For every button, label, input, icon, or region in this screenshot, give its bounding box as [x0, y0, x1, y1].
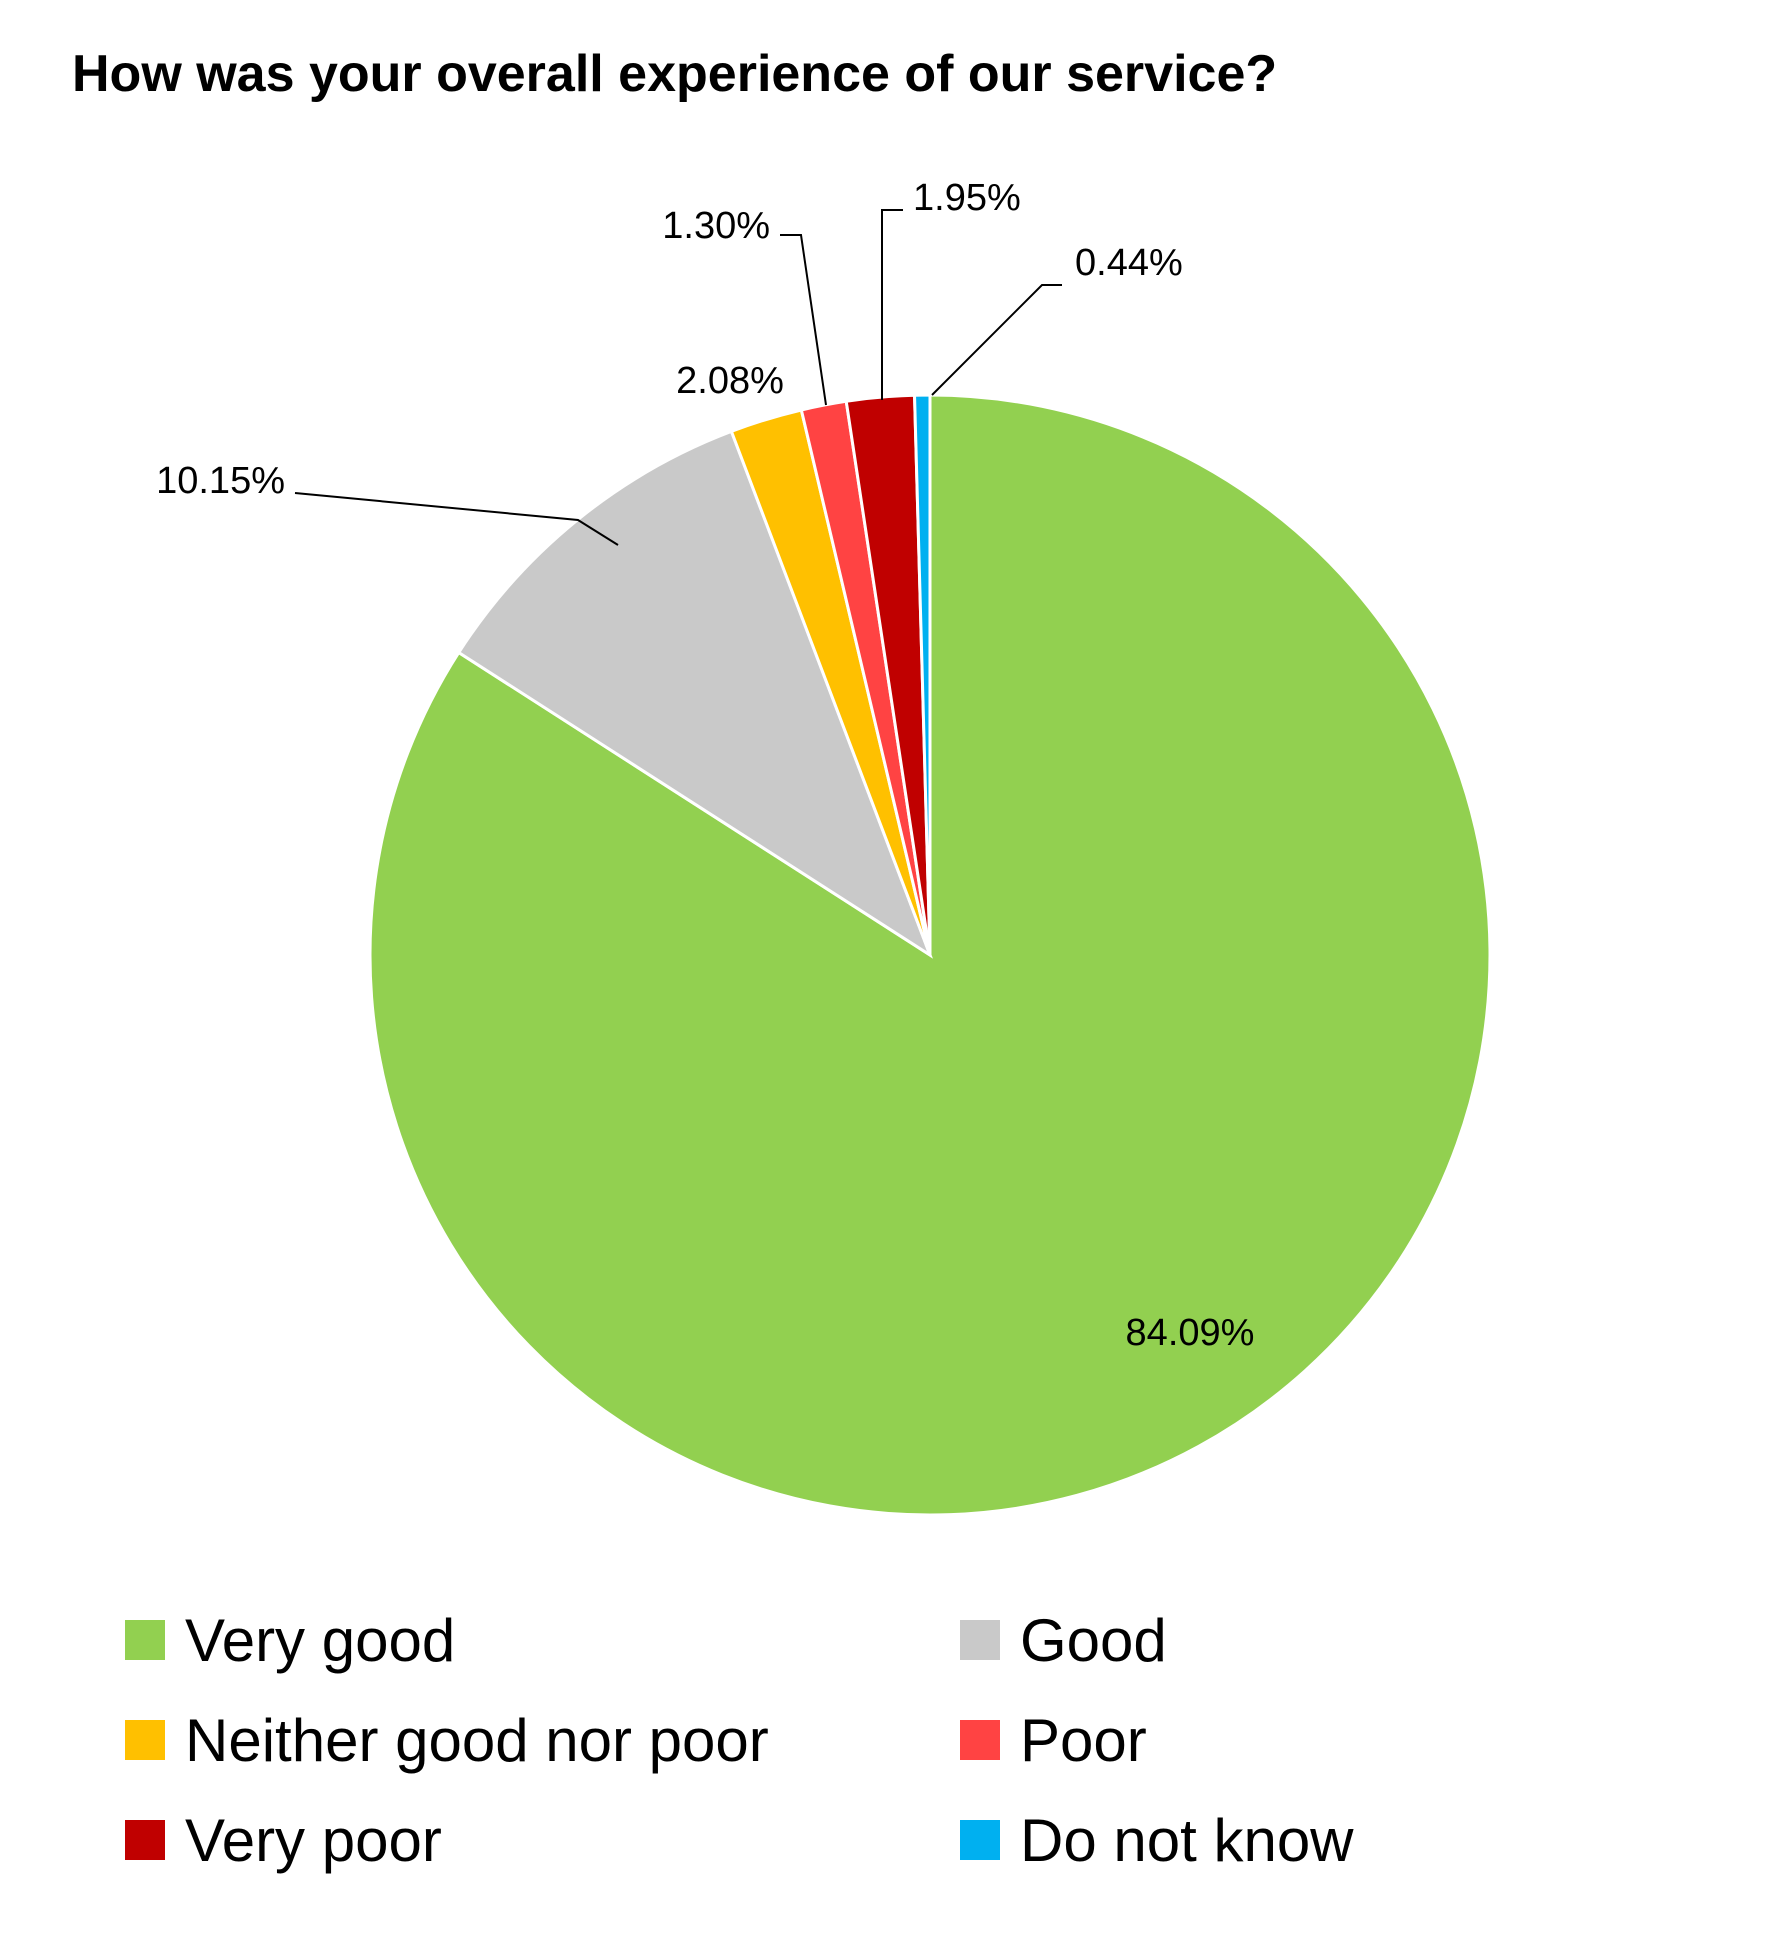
- data-label: 1.95%: [913, 177, 1021, 219]
- chart-title: How was your overall experience of our s…: [72, 45, 1278, 103]
- data-label: 2.08%: [676, 360, 784, 402]
- leader-line: [931, 284, 1062, 396]
- leader-line: [881, 209, 903, 400]
- data-label: 0.44%: [1075, 242, 1183, 284]
- leader-line: [294, 492, 619, 546]
- pie-slice-do-not-know: [912, 393, 932, 956]
- data-label: 1.30%: [662, 205, 770, 247]
- leader-line: [780, 234, 827, 406]
- data-label: 84.09%: [1126, 1312, 1255, 1354]
- data-label: 10.15%: [156, 460, 285, 502]
